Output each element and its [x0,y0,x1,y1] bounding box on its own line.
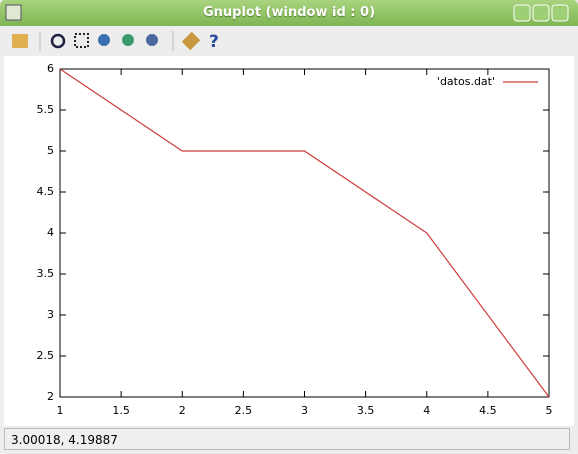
y-tick-label: 3.5 [37,267,55,280]
settings-button[interactable] [181,31,201,51]
zoom-next-button[interactable] [122,34,134,46]
y-tick-label: 2.5 [37,349,55,362]
export-button[interactable] [12,34,28,48]
toolbar: ? [0,26,578,56]
maximize-button[interactable] [532,4,550,22]
x-tick-label: 4 [423,404,430,417]
legend-label: 'datos.dat' [437,75,495,88]
zoom-prev-button[interactable] [98,34,110,46]
app-icon [5,4,22,21]
title-bar: Gnuplot (window id : 0) [0,0,578,26]
y-tick-label: 6 [47,62,54,75]
toolbar-icons: ? [12,31,219,52]
y-tick-label: 2 [47,390,54,403]
y-tick-label: 3 [47,308,54,321]
y-tick-label: 5.5 [37,103,55,116]
grid-button[interactable] [74,33,89,48]
help-button[interactable]: ? [209,32,219,52]
window-title: Gnuplot (window id : 0) [202,5,376,20]
status-bar: 3.00018, 4.19887 [4,428,570,450]
minimize-button[interactable] [513,4,531,22]
x-tick-label: 5 [546,404,553,417]
autoscale-button[interactable] [146,34,158,46]
x-tick-label: 2.5 [235,404,253,417]
x-tick-label: 3 [301,404,308,417]
x-tick-label: 1.5 [112,404,130,417]
x-tick-label: 4.5 [479,404,497,417]
x-tick-label: 2 [179,404,186,417]
replot-button[interactable] [50,33,66,49]
y-tick-label: 5 [47,144,54,157]
close-button[interactable] [551,4,569,22]
y-tick-label: 4 [47,226,54,239]
data-line [59,68,550,398]
x-tick-label: 1 [57,404,64,417]
x-tick-label: 3.5 [357,404,375,417]
title-bar-icons [5,4,569,22]
chart: 2 2.5 3 3.5 4 4.5 5 5.5 6 1 1.5 2 2.5 3 3.5 4 4.5 5 'datos… [4,56,574,426]
y-tick-label: 4.5 [37,185,55,198]
